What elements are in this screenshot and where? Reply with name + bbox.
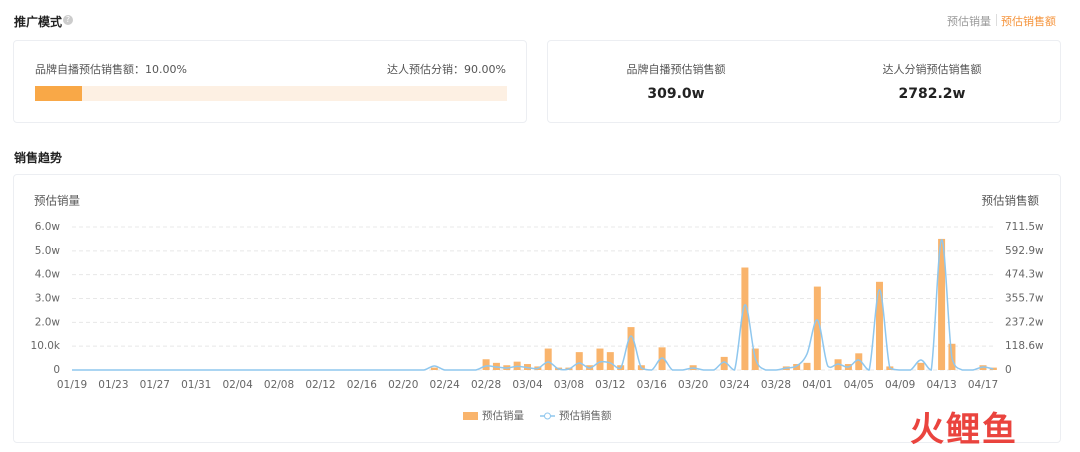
- tick-label: 0: [1005, 364, 1012, 376]
- x-tick-label: 02/20: [388, 379, 418, 391]
- tick-label: 2.0w: [35, 316, 61, 328]
- x-tick-label: 01/27: [140, 379, 170, 391]
- bar: [793, 364, 801, 370]
- bar: [482, 359, 490, 370]
- x-tick-label: 01/31: [181, 379, 211, 391]
- divider: [996, 14, 997, 26]
- toggle[interactable]: 预估销售额: [1001, 15, 1056, 28]
- bar: [813, 286, 821, 370]
- bar: [938, 238, 946, 370]
- legend-label: 预估销售额: [559, 409, 612, 422]
- legend-label: 预估销量: [482, 409, 524, 422]
- bar: [430, 367, 438, 370]
- bar: [720, 356, 728, 370]
- x-tick-label: 04/09: [885, 379, 915, 391]
- section-title: 销售趋势: [14, 151, 63, 165]
- bar: [855, 353, 863, 370]
- tick-label: 10.0k: [31, 340, 61, 352]
- section-title: 推广模式: [14, 15, 63, 29]
- bar: [544, 348, 552, 370]
- x-tick-label: 01/19: [57, 379, 87, 391]
- bar: [917, 362, 925, 370]
- share-label: 达人预估分销：90.00%: [387, 61, 506, 77]
- tick-label: 4.0w: [35, 269, 61, 281]
- x-tick-label: 02/12: [305, 379, 335, 391]
- progress-track: [35, 86, 507, 101]
- summary-value: 2782.2w: [898, 86, 966, 102]
- bar: [803, 362, 811, 370]
- summary-label: 品牌自播预估销售额: [626, 63, 726, 76]
- x-tick-label: 02/28: [471, 379, 501, 391]
- x-tick-label: 04/13: [926, 379, 956, 391]
- tick-label: 5.0w: [35, 245, 61, 257]
- share-card: 品牌自播预估销售额：10.00% 达人预估分销：90.00%: [13, 40, 527, 123]
- value: 10.00%: [145, 63, 187, 76]
- y2-axis-label: 预估销售额: [982, 194, 1040, 208]
- chart-card: [13, 174, 1061, 443]
- summary-card: 品牌自播预估销售额 309.0w 达人分销预估销售额 2782.2w: [547, 40, 1061, 123]
- tick-label: 6.0w: [35, 221, 61, 233]
- x-tick-label: 03/12: [595, 379, 625, 391]
- bar: [596, 348, 604, 370]
- y-axis-label: 预估销量: [34, 194, 80, 208]
- summary-value: 309.0w: [647, 86, 705, 102]
- watermark: 火鲤鱼: [910, 410, 1018, 450]
- help-icon[interactable]: ?: [63, 15, 73, 25]
- label: 达人预估分销：: [387, 63, 465, 76]
- x-tick-label: 01/23: [98, 379, 128, 391]
- progress-fill: [35, 86, 83, 101]
- tick-label: 474.3w: [1005, 269, 1044, 281]
- summary-label: 达人分销预估销售额: [882, 63, 982, 76]
- x-tick-label: 03/04: [512, 379, 543, 391]
- x-tick-label: 03/24: [719, 379, 750, 391]
- bar: [875, 281, 883, 370]
- bar: [606, 352, 614, 370]
- tick-label: 3.0w: [35, 293, 61, 305]
- bar: [627, 327, 635, 370]
- x-tick-label: 02/08: [264, 379, 294, 391]
- tick-label: 711.5w: [1005, 221, 1044, 233]
- line: [71, 239, 994, 371]
- x-tick-label: 04/01: [802, 379, 832, 391]
- x-tick-label: 03/16: [637, 379, 668, 391]
- tick-label: 118.6w: [1005, 340, 1044, 352]
- share-label: 品牌自播预估销售额：10.00%: [35, 61, 187, 77]
- tick-label: 592.9w: [1005, 245, 1044, 257]
- bar: [741, 267, 749, 370]
- x-tick-label: 02/24: [430, 379, 461, 391]
- legend-swatch: [463, 412, 478, 420]
- x-tick-label: 04/05: [844, 379, 874, 391]
- legend-swatch: [544, 412, 551, 420]
- x-tick-label: 03/08: [554, 379, 584, 391]
- toggle[interactable]: 预估销量: [947, 15, 991, 28]
- bar: [575, 352, 583, 370]
- x-tick-label: 03/28: [761, 379, 791, 391]
- tick-label: 355.7w: [1005, 293, 1044, 305]
- label: 品牌自播预估销售额：: [35, 63, 145, 76]
- x-tick-label: 04/17: [968, 379, 998, 391]
- value: 90.00%: [464, 63, 506, 76]
- x-tick-label: 02/04: [223, 379, 254, 391]
- x-tick-label: 02/16: [347, 379, 378, 391]
- tick-label: 0: [53, 364, 60, 376]
- tick-label: 237.2w: [1005, 316, 1044, 328]
- x-tick-label: 03/20: [678, 379, 708, 391]
